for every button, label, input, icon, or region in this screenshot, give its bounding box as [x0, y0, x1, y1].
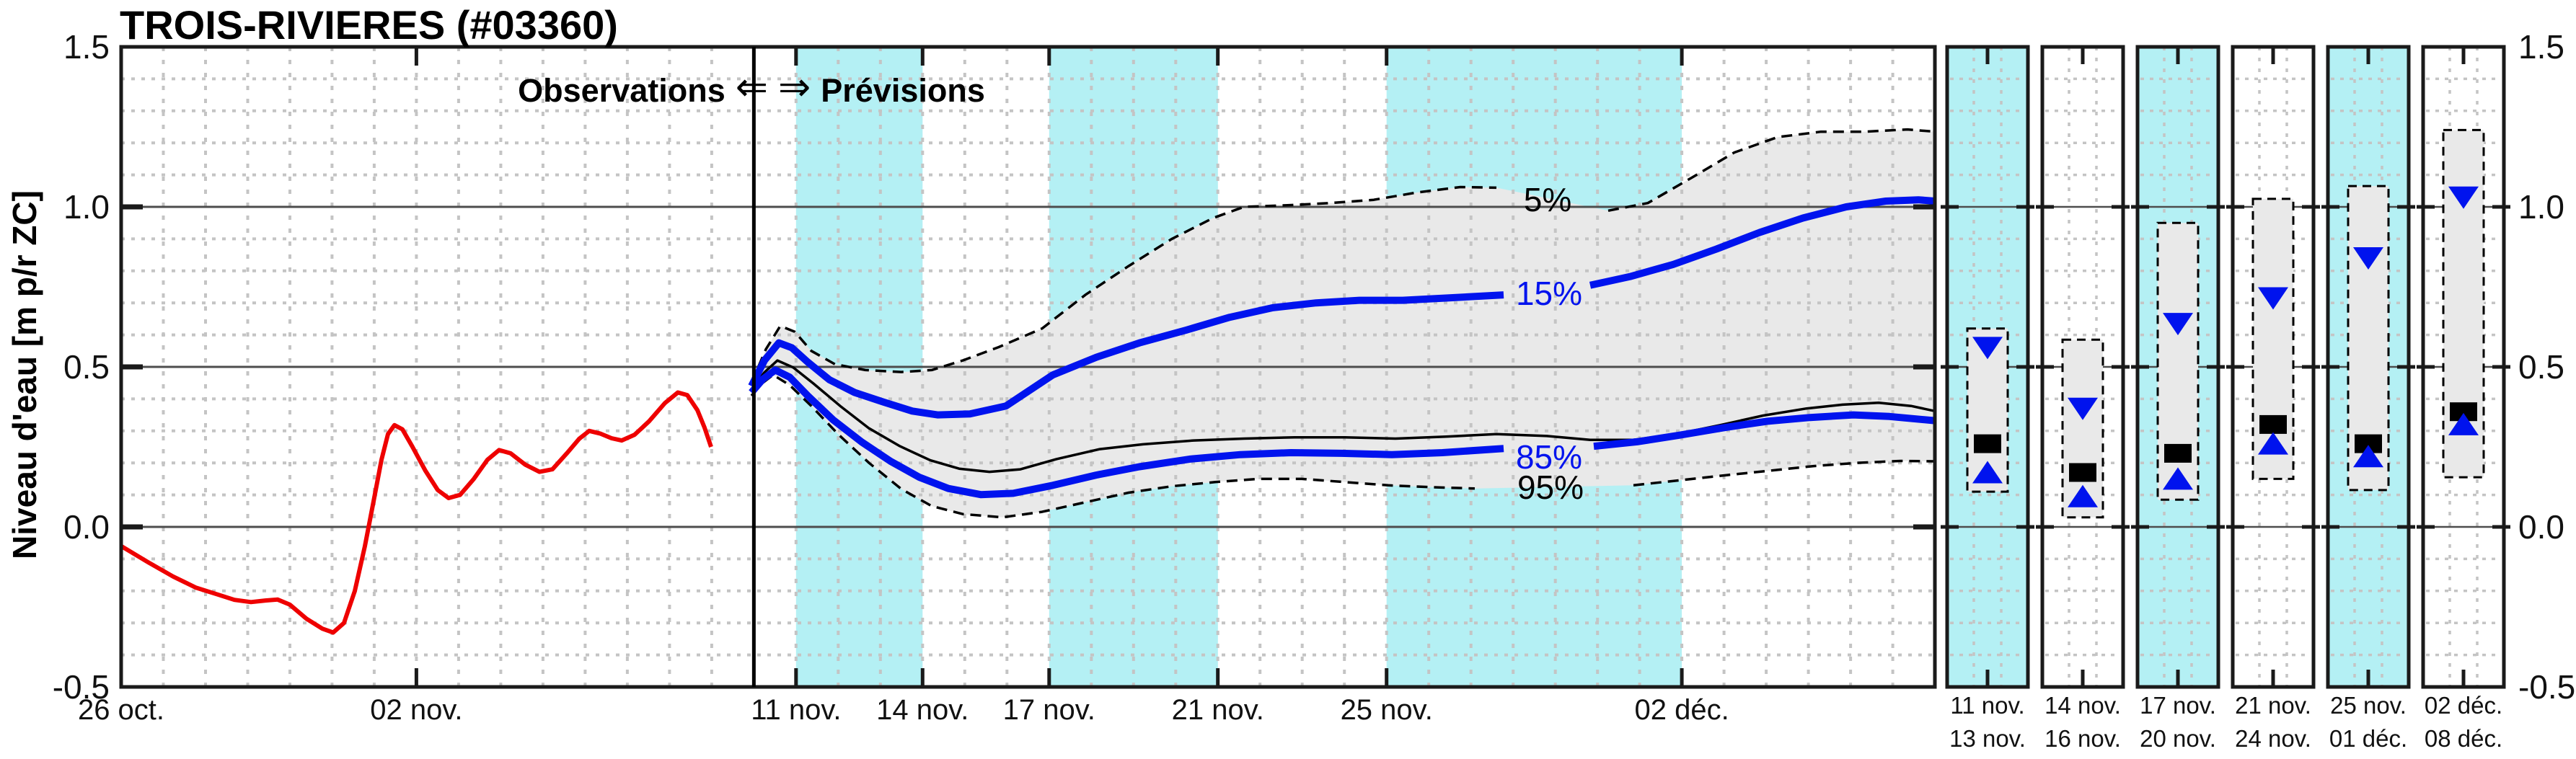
panel-date-label: 11 nov. [1950, 692, 2025, 719]
panel-date-label: 24 nov. [2235, 725, 2311, 752]
p85-triangle-up-marker [2258, 432, 2288, 455]
p15-triangle-down-marker [2448, 186, 2479, 209]
p85-triangle-up-marker [2163, 467, 2193, 490]
previsions-label: Prévisions [821, 71, 985, 109]
forecast-line-p95 [1633, 459, 1936, 487]
percentile-label-85: 85% [1515, 438, 1583, 476]
panel-range-box [2061, 338, 2104, 519]
forecast-line-p85 [749, 366, 1504, 499]
axes-frame [119, 45, 1937, 689]
percentile-label-15: 15% [1515, 275, 1583, 312]
y-tick-label-right: 0.0 [2518, 508, 2564, 546]
median-square-marker [2164, 443, 2192, 463]
p85-triangle-up-marker [1972, 461, 2003, 484]
forecast-curves [748, 128, 1936, 519]
right-double-arrow-icon: ⇒ [777, 66, 811, 109]
panel-date-label: 14 nov. [2045, 692, 2121, 719]
y-tick-label-right: -0.5 [2518, 668, 2576, 706]
panel-date-label: 01 déc. [2329, 725, 2408, 752]
forecast-line-p85 [1593, 411, 1936, 450]
y-tick-label-left: 0.5 [63, 348, 110, 386]
x-tick-label: 26 oct. [77, 694, 165, 726]
y-tick-label-left: 1.5 [63, 28, 110, 66]
percentile-label-5: 5% [1523, 181, 1572, 218]
y-tick-label-left: -0.5 [52, 668, 110, 706]
y-tick-label-right: 1.5 [2518, 28, 2564, 66]
panel-date-label: 16 nov. [2045, 725, 2121, 752]
forecast-line-p50 [750, 359, 1936, 474]
x-tick-label: 14 nov. [876, 694, 969, 726]
left-double-arrow-icon: ⇐ [735, 66, 768, 109]
y-tick-label-right: 1.0 [2518, 188, 2564, 226]
x-tick-label: 25 nov. [1340, 694, 1433, 726]
panel-date-label: 17 nov. [2140, 692, 2216, 719]
percentile-label-95: 95% [1517, 469, 1584, 506]
x-tick-label: 11 nov. [751, 694, 842, 726]
observed-line [120, 390, 713, 635]
forecast-line-p15 [748, 291, 1504, 419]
panel-date-label: 08 déc. [2424, 725, 2503, 752]
x-tick-label: 02 déc. [1634, 694, 1729, 726]
p15-triangle-down-marker [2258, 287, 2288, 310]
p15-triangle-down-marker [2163, 313, 2193, 336]
x-tick-label: 21 nov. [1171, 694, 1264, 726]
y-tick-label-left: 0.0 [63, 508, 110, 546]
panel-date-label: 21 nov. [2235, 692, 2311, 719]
y-axis-label: Niveau d'eau [m p/r ZC] [6, 190, 43, 559]
observed-series [120, 390, 713, 635]
x-tick-label: 02 nov. [370, 694, 463, 726]
chart-title: TROIS-RIVIERES (#03360) [120, 2, 618, 48]
forecast-line-p5 [750, 185, 1497, 383]
p85-triangle-up-marker [2353, 445, 2383, 468]
forecast-line-p5 [1607, 128, 1936, 213]
median-square-marker [2069, 463, 2096, 482]
y-tick-label-right: 0.5 [2518, 348, 2564, 386]
observations-label: Observations [518, 71, 725, 109]
x-tick-label: 17 nov. [1002, 694, 1095, 726]
y-tick-label-left: 1.0 [63, 188, 110, 226]
median-square-marker [2259, 414, 2287, 434]
median-square-marker [1974, 434, 2001, 453]
p15-triangle-down-marker [2068, 397, 2098, 420]
panel-date-label: 13 nov. [1949, 725, 2026, 752]
summary-panels [1941, 45, 2510, 689]
p15-triangle-down-marker [1972, 337, 2003, 360]
panel-date-label: 02 déc. [2424, 692, 2503, 719]
p85-triangle-up-marker [2448, 412, 2479, 435]
obs-prev-annotation: Observations ⇐ ⇒ Prévisions [518, 66, 985, 113]
forecast-line-p15 [1589, 196, 1936, 289]
panel-date-label: 25 nov. [2330, 692, 2407, 719]
panel-date-label: 20 nov. [2140, 725, 2216, 752]
p85-triangle-up-marker [2068, 484, 2098, 507]
gridlines [121, 47, 1935, 687]
p15-triangle-down-marker [2353, 247, 2383, 270]
forecast-line-p95 [750, 373, 1476, 519]
